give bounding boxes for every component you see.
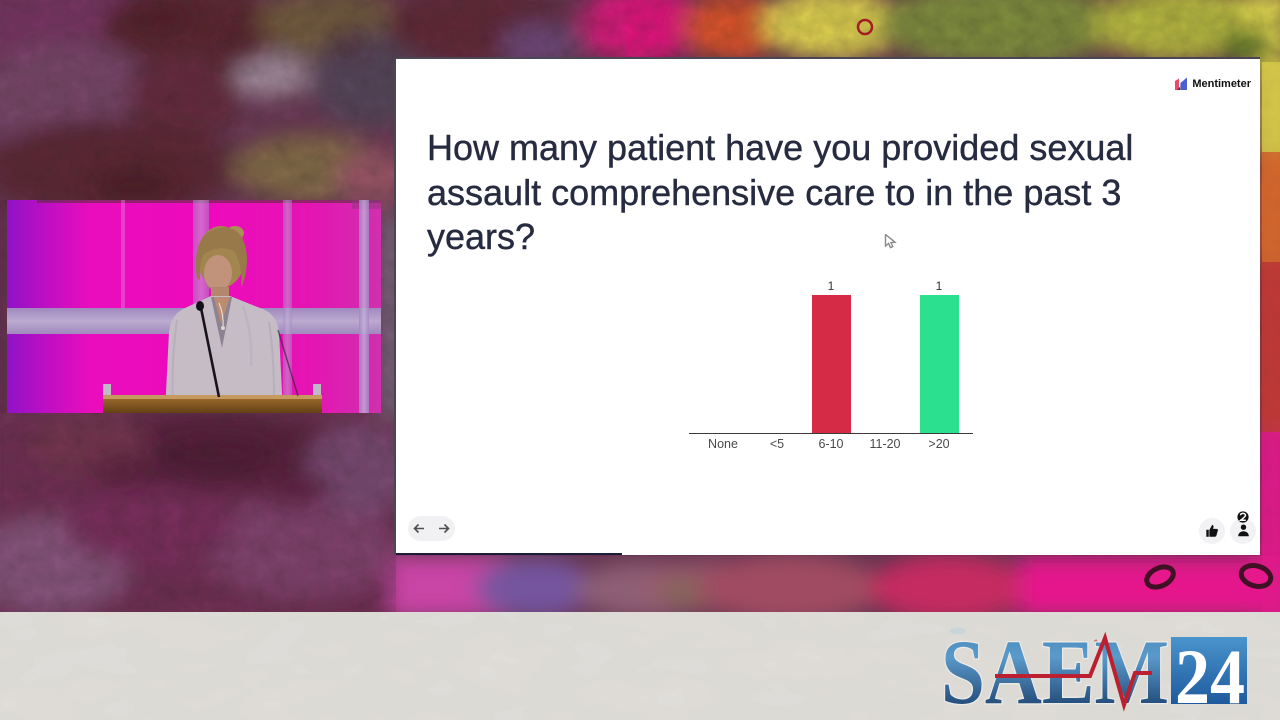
svg-text:24: 24 (1175, 633, 1245, 720)
svg-text:SAEM: SAEM (941, 621, 1169, 720)
